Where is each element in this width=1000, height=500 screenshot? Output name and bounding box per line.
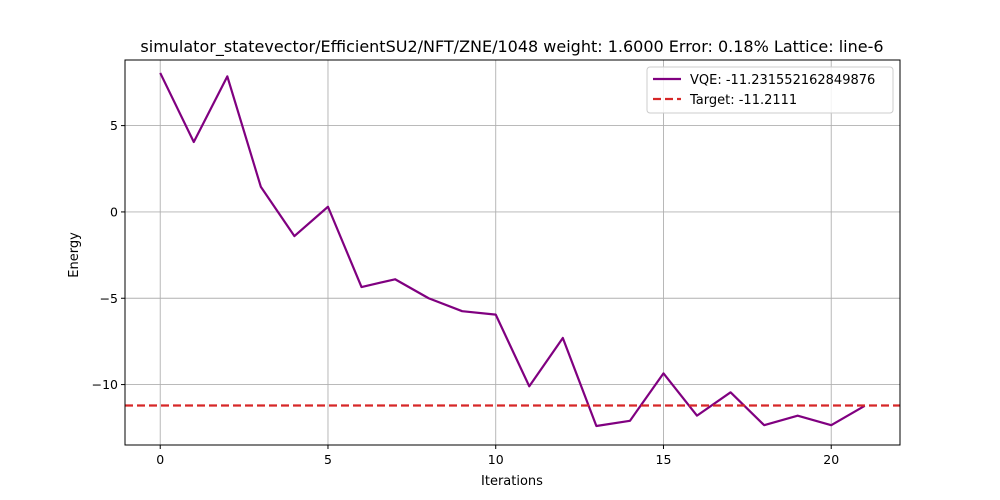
x-tick-label: 20 bbox=[823, 452, 839, 467]
chart-title: simulator_statevector/EfficientSU2/NFT/Z… bbox=[140, 37, 883, 57]
x-tick-label: 0 bbox=[156, 452, 164, 467]
legend-label-target: Target: -11.2111 bbox=[689, 93, 797, 108]
x-tick-label: 15 bbox=[656, 452, 672, 467]
plot-frame bbox=[124, 59, 901, 446]
y-tick-label: −10 bbox=[92, 377, 118, 392]
x-axis-ticks: 0 5 10 15 20 bbox=[156, 445, 839, 467]
y-axis-ticks: 5 0 −5 −10 bbox=[92, 118, 125, 392]
y-tick-label: 5 bbox=[110, 118, 118, 133]
legend-label-vqe: VQE: -11.231552162849876 bbox=[690, 73, 875, 88]
y-tick-label: −5 bbox=[100, 291, 118, 306]
x-axis-label: Iterations bbox=[481, 474, 543, 489]
y-axis-label: Energy bbox=[67, 232, 82, 278]
y-tick-label: 0 bbox=[110, 204, 118, 219]
x-tick-label: 10 bbox=[488, 452, 504, 467]
x-tick-label: 5 bbox=[324, 452, 332, 467]
legend: VQE: -11.231552162849876 Target: -11.211… bbox=[646, 66, 894, 114]
legend-box bbox=[646, 66, 894, 114]
grid bbox=[125, 60, 900, 445]
vqe-series-line bbox=[159, 72, 866, 428]
series-layer bbox=[125, 72, 900, 428]
